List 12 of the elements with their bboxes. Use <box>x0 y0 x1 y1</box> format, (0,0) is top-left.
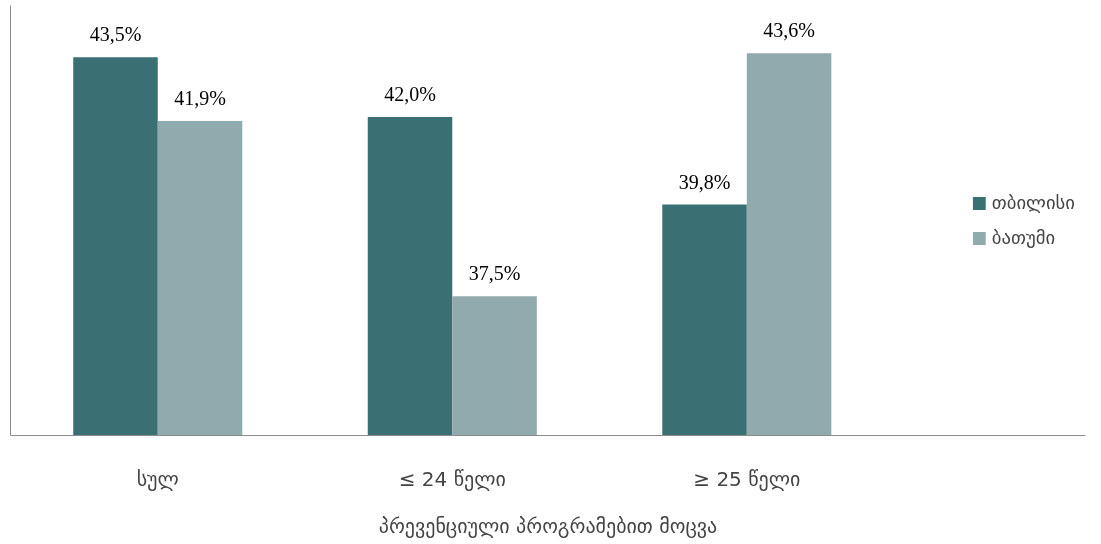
legend-label: ბათუმი <box>991 227 1056 248</box>
data-label: 43,5% <box>89 23 142 46</box>
data-label: 42,0% <box>384 82 436 105</box>
x-tick-label: ≥ 25 წელი <box>693 466 801 491</box>
data-label: 39,8% <box>678 170 731 193</box>
data-label: 41,9% <box>174 86 226 109</box>
x-tick-label: ≤ 24 წელი <box>398 466 506 491</box>
data-label: 37,5% <box>468 262 521 285</box>
legend-label: თბილისი <box>991 192 1075 213</box>
x-axis-title: პრევენციული პროგრამებით მოცვა <box>378 513 718 538</box>
data-label: 43,6% <box>763 19 815 42</box>
x-tick-label: სულ <box>136 466 179 491</box>
